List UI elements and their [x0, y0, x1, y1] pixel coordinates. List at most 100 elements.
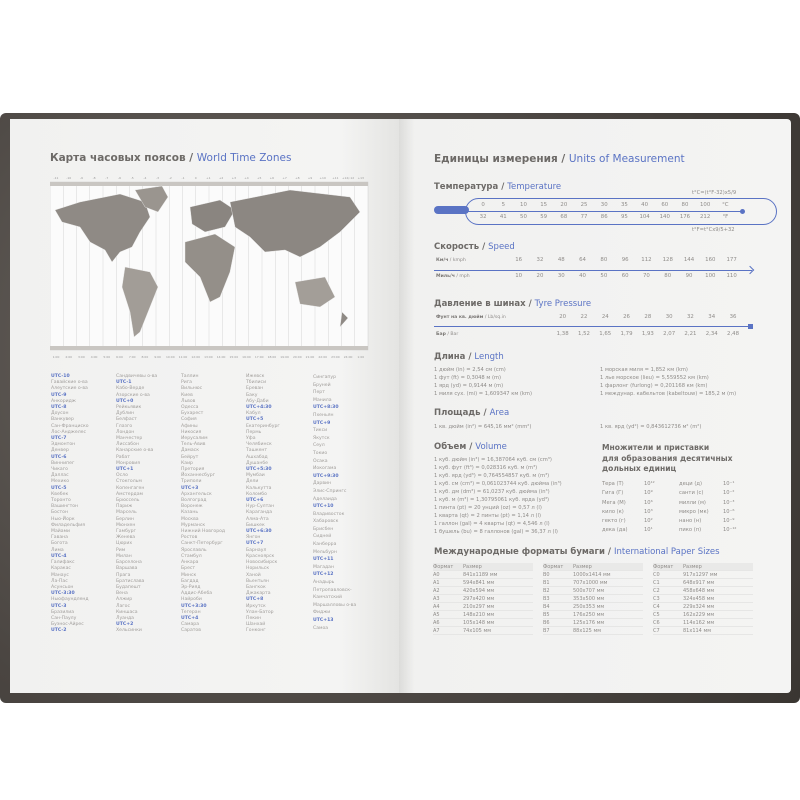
city-name: Мумбаи: [246, 473, 265, 479]
map-top-tick: -11: [54, 176, 59, 180]
volume-formula: 1 куб. дюйм (in³) = 16,387064 куб. см (c…: [434, 457, 552, 463]
volume-formula: 1 куб. дм (dm³) = 61,0237 куб. дюйма (in…: [434, 489, 550, 495]
value-cell: 41: [499, 214, 507, 220]
map-top-tick: -7: [105, 176, 108, 180]
city-name: Перт: [313, 390, 325, 396]
value-cell: 59: [540, 214, 548, 220]
prefix-factor: 10⁻²: [723, 490, 735, 497]
paper-size-row: B4 250x353 мм: [543, 603, 643, 611]
format-name: B6: [543, 620, 550, 626]
map-top-tick: +5: [257, 176, 262, 180]
city-name: Дублин: [116, 411, 135, 417]
value-cell: 50: [600, 273, 608, 279]
city-name: Лагос: [116, 603, 131, 609]
prefix-factor: 10⁻³: [723, 499, 735, 506]
city-name: Сингапур: [313, 375, 337, 380]
paper-size-row: C1 648x917 мм: [653, 579, 753, 587]
pressure-heading: Давление в шинах / Tyre Pressure: [434, 299, 591, 309]
value-cell: 25: [580, 202, 588, 208]
city-name: Каракас: [51, 566, 71, 572]
format-name: A1: [433, 580, 440, 586]
city-name: Манила: [313, 397, 332, 403]
utc-offset-heading: UTC+6: [246, 498, 264, 504]
city-name: Пермь: [246, 429, 262, 435]
utc-offset-heading: UTC-3: [51, 603, 67, 609]
city-name: Амстердам: [116, 491, 144, 497]
city-name: Варшава: [116, 566, 138, 572]
paper-size-row: C5 162x229 мм: [653, 611, 753, 619]
value-cell: 20: [536, 273, 544, 279]
city-name: Маршалловы о-ва: [313, 602, 357, 608]
format-name: C2: [653, 588, 660, 594]
continent-new-zealand: [339, 311, 349, 328]
format-size: 74x105 мм: [463, 628, 491, 634]
heading-ru: Площадь: [434, 408, 481, 418]
paper-size-row: B1 707x1000 мм: [543, 579, 643, 587]
map-top-tick: -5: [131, 176, 134, 180]
heading-en: Length: [474, 352, 504, 362]
prefix-name: Гига (Г): [602, 490, 624, 497]
label-ru: Км/ч: [436, 258, 449, 263]
utc-offset-heading: UTC+1: [116, 467, 134, 473]
heading-en: Area: [489, 408, 510, 418]
value-cell: 160: [705, 257, 716, 263]
city-name: Белфаст: [116, 417, 137, 423]
city-name: Гонконг: [246, 628, 266, 634]
value-cell: 176: [679, 214, 691, 220]
format-size: 125x176 мм: [573, 620, 605, 626]
city-name: Шанхай: [246, 622, 266, 628]
city-name: Берлин: [116, 516, 134, 522]
utc-offset-heading: UTC+13: [313, 618, 334, 623]
label-ru: Бар: [436, 332, 446, 337]
value-cell: 1,65: [599, 331, 612, 337]
format-size: 81x114 мм: [683, 628, 711, 634]
city-name: Претория: [181, 467, 205, 473]
utc-offset-heading: UTC-6: [51, 454, 67, 460]
paper-table-header: Формат Размер: [653, 563, 753, 571]
utc-offset-heading: UTC+4: [181, 615, 199, 621]
city-name: Вильнюс: [181, 386, 203, 392]
value-cell: 95: [620, 214, 628, 220]
city-name: Братислава: [116, 578, 145, 584]
value-cell: 30: [665, 314, 673, 320]
city-name: Сидней: [313, 534, 332, 540]
formula-celsius: t°C=(t°F-32)x5/9: [692, 190, 737, 196]
map-bottom-tick: 9:00: [154, 355, 161, 359]
paper-size-row: A6 105x148 мм: [433, 619, 533, 627]
city-name: Алжир: [116, 597, 133, 603]
city-name: Ванкувер: [51, 417, 74, 423]
city-name: Рейкьявик: [116, 405, 142, 411]
map-top-tick: +3: [232, 176, 237, 180]
city-name: Иерусалим: [181, 436, 208, 442]
utc-offset-heading: UTC-10: [51, 374, 70, 379]
value-cell: 96: [621, 257, 629, 263]
city-name: Денвер: [51, 448, 69, 454]
prefixes-table: Тера (Т) 10¹² деци (д) 10⁻¹ Гига (Г) 10⁹ санти…: [602, 480, 743, 536]
format-name: A5: [433, 612, 440, 618]
value-cell: 68: [560, 214, 568, 220]
city-name: Хельсинки: [116, 628, 142, 634]
city-name: Анкара: [181, 560, 199, 566]
paper-size-row: A3 297x420 мм: [433, 595, 533, 603]
city-name: Одесса: [181, 405, 199, 411]
value-cell: 0: [481, 202, 485, 208]
col-size: Размер: [683, 564, 702, 570]
prefix-name: гекто (г): [602, 518, 626, 525]
map-bottom-tick: 11:00: [179, 355, 188, 359]
city-name: Таллин: [181, 374, 199, 379]
value-cell: 177: [726, 257, 737, 263]
col-format: Формат: [433, 564, 454, 570]
map-top-tick: +13: [358, 176, 364, 180]
heading-sep: /: [465, 352, 475, 362]
city-name: Доусон: [51, 411, 69, 417]
city-name: Кабул: [246, 411, 261, 417]
format-name: B0: [543, 572, 550, 578]
format-size: 210x297 мм: [463, 604, 495, 610]
city-name: Женева: [116, 535, 136, 541]
format-name: C3: [653, 596, 660, 602]
city-name: Осло: [116, 473, 128, 479]
heading-ru: Международные форматы бумаги: [434, 547, 605, 557]
utc-offset-heading: UTC+8: [246, 597, 264, 603]
paper-size-row: C3 324x458 мм: [653, 595, 753, 603]
value-cell: 140: [659, 214, 670, 220]
